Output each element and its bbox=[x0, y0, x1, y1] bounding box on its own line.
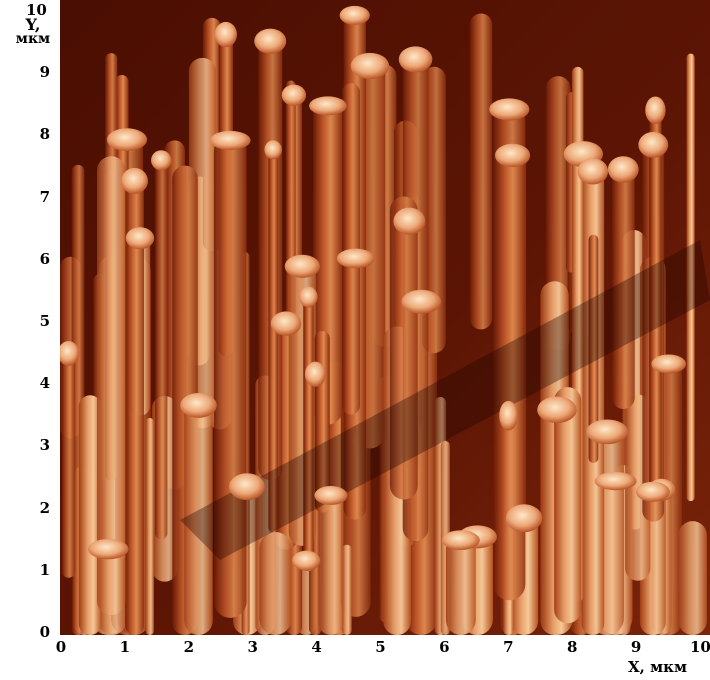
nanorod-cap bbox=[121, 167, 148, 194]
nanorod bbox=[125, 174, 144, 635]
nanorod-cap bbox=[180, 392, 217, 418]
nanorod bbox=[649, 104, 662, 499]
shadow-band bbox=[180, 240, 710, 560]
nanorod-cap bbox=[299, 286, 318, 308]
y-tick-label: 0 bbox=[39, 623, 50, 641]
nanorod bbox=[686, 53, 695, 502]
nanorod-cap bbox=[537, 396, 577, 424]
nanorod-cap bbox=[350, 52, 390, 80]
nanorod-cap bbox=[304, 361, 326, 387]
x-tick-label: 1 bbox=[119, 638, 131, 656]
nanorod bbox=[155, 154, 168, 540]
nanorod-cap bbox=[651, 354, 687, 374]
nanorod bbox=[78, 395, 102, 635]
y-tick-label: 1 bbox=[39, 560, 50, 579]
y-tick-label: 9 bbox=[39, 63, 50, 82]
nanorod bbox=[445, 534, 476, 635]
x-tick-label: 3 bbox=[247, 638, 258, 656]
nanorod-cap bbox=[393, 207, 426, 235]
x-tick-label: 7 bbox=[503, 638, 514, 656]
nanorod-cap bbox=[270, 311, 302, 336]
nanorod-cap bbox=[635, 481, 670, 502]
nanorod bbox=[145, 418, 154, 635]
y-tick-label: 5 bbox=[39, 312, 50, 330]
nanorod-cap bbox=[441, 530, 480, 551]
nanorod-cap bbox=[577, 158, 609, 185]
nanorod bbox=[588, 234, 599, 463]
nanorod bbox=[318, 489, 344, 635]
nanorod-cap bbox=[638, 131, 669, 158]
nanorod-cap bbox=[505, 504, 543, 533]
x-tick-label: 8 bbox=[566, 638, 578, 656]
x-tick-label: 2 bbox=[183, 638, 195, 656]
nanorod-cap bbox=[499, 400, 518, 431]
nanorod-cap bbox=[336, 248, 375, 269]
y-axis-title-line2: мкм bbox=[15, 31, 51, 47]
nanorod bbox=[96, 156, 126, 616]
nanorod bbox=[554, 387, 582, 624]
nanorod bbox=[184, 399, 213, 635]
y-tick-label: 4 bbox=[39, 374, 50, 393]
x-tick-label: 0 bbox=[55, 638, 67, 656]
nanorod-cap bbox=[489, 98, 530, 121]
nanorod-cap bbox=[398, 46, 433, 73]
nanorod-cap bbox=[607, 156, 639, 183]
nanorod-cap bbox=[151, 150, 172, 171]
nanorod-cap bbox=[214, 21, 238, 48]
nanorod bbox=[611, 163, 635, 409]
y-tick-label: 2 bbox=[39, 498, 50, 517]
y-axis-title-line1: Y, bbox=[25, 15, 41, 34]
nanorod bbox=[259, 531, 292, 635]
y-tick-label: 7 bbox=[39, 187, 50, 206]
afm-surface-image bbox=[60, 0, 710, 635]
nanorod-cap bbox=[60, 341, 80, 366]
nanorod-cap bbox=[88, 539, 129, 560]
nanorod bbox=[61, 347, 76, 578]
x-tick-label: 10 bbox=[690, 638, 710, 656]
nanorod-cap bbox=[309, 96, 347, 116]
nanorod-cap bbox=[209, 130, 251, 150]
y-tick-label: 6 bbox=[39, 249, 50, 268]
nanorod-cap bbox=[645, 96, 666, 125]
nanorod bbox=[678, 521, 707, 635]
y-axis-title: Y, мкм bbox=[10, 15, 56, 47]
nanorod-cap bbox=[314, 485, 348, 505]
nanorod bbox=[341, 544, 352, 635]
nanorod-cap bbox=[106, 128, 148, 152]
nanorod-cap bbox=[401, 289, 442, 314]
nanorod-cap bbox=[284, 254, 320, 278]
nanorod-cap bbox=[254, 28, 287, 54]
nanorod bbox=[493, 103, 526, 601]
x-tick-label: 9 bbox=[630, 638, 642, 656]
nanorod-cap bbox=[281, 84, 307, 106]
nanorod-cap bbox=[586, 419, 628, 445]
x-tick-label: 4 bbox=[311, 638, 322, 656]
nanorod bbox=[268, 143, 278, 533]
nanorod-cap bbox=[264, 140, 282, 160]
nanorod-cap bbox=[494, 143, 531, 168]
x-tick-label: 5 bbox=[375, 638, 386, 656]
nanorod-cap bbox=[229, 473, 265, 501]
y-tick-label: 10 bbox=[26, 1, 47, 19]
y-tick-label: 3 bbox=[39, 436, 50, 455]
nanorod bbox=[389, 196, 418, 500]
nanorod-cap bbox=[292, 550, 321, 571]
x-tick-label: 6 bbox=[439, 638, 450, 656]
nanorod-cap bbox=[594, 471, 637, 491]
nanorod-cap bbox=[125, 227, 155, 250]
x-axis-title: X, мкм bbox=[628, 658, 687, 676]
nanorod bbox=[303, 290, 314, 572]
nanorod-cap bbox=[339, 5, 370, 25]
y-tick-label: 8 bbox=[39, 125, 50, 144]
nanorod bbox=[469, 13, 493, 330]
